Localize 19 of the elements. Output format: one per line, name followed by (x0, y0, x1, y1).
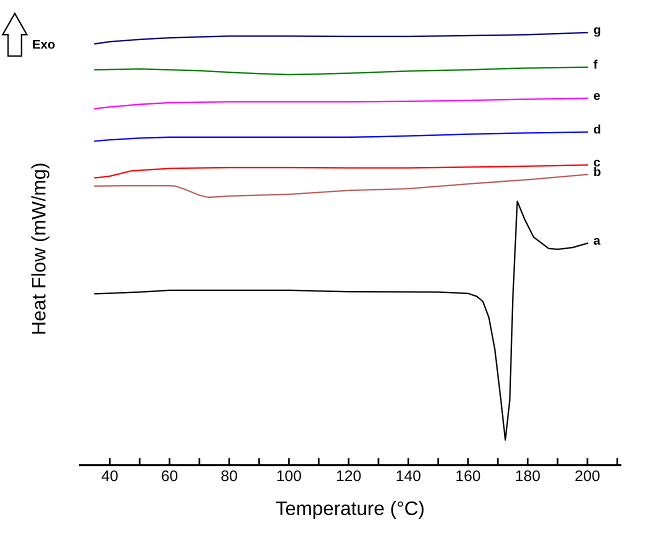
series-label: e (594, 93, 600, 100)
y-axis-title: Heat Flow (mW/mg) (31, 164, 50, 334)
series-label: f (594, 60, 598, 69)
text: Exo (33, 40, 55, 49)
series-label: d (594, 124, 600, 134)
series-label: b (594, 166, 601, 176)
x-tick-label: 160 (456, 470, 480, 482)
x-tick-label: 200 (575, 470, 600, 482)
series-label: c (594, 160, 600, 167)
x-tick-label: 140 (396, 470, 420, 482)
series-label: a (594, 238, 600, 245)
x-tick-label: 180 (516, 470, 540, 482)
series-label: g (594, 27, 600, 37)
x-tick-label: 100 (277, 470, 302, 482)
x-tick-label: 80 (221, 470, 238, 482)
x-tick-label: 60 (162, 470, 178, 482)
x-tick-label: 40 (102, 470, 118, 482)
x-axis-title: Temperature (°C) (276, 500, 424, 520)
x-tick-label: 120 (337, 470, 361, 482)
